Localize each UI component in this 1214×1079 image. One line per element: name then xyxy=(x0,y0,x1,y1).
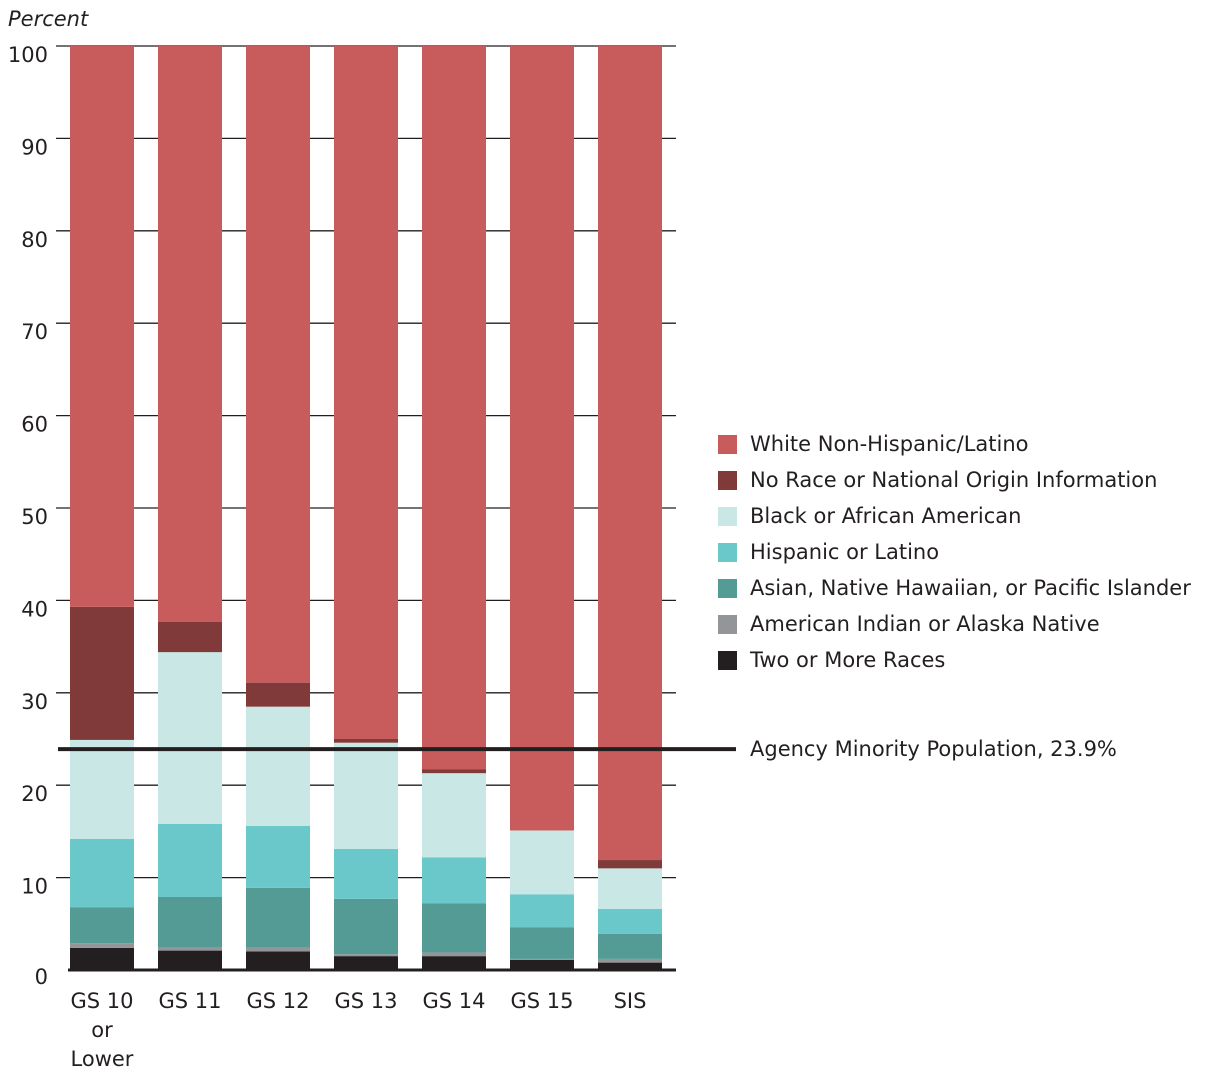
reference-line-label: Agency Minority Population, 23.9% xyxy=(750,737,1117,761)
bar-segment xyxy=(422,952,486,957)
legend-swatch xyxy=(718,579,737,598)
y-axis-title: Percent xyxy=(8,7,89,31)
bar-segment xyxy=(246,951,310,970)
bar-segment xyxy=(334,742,398,849)
legend-label: American Indian or Alaska Native xyxy=(750,612,1100,636)
bar-segment xyxy=(334,739,398,743)
y-tick-label: 90 xyxy=(21,135,48,159)
x-tick-label: Lower xyxy=(71,1047,134,1071)
y-tick-label: 30 xyxy=(21,690,48,714)
x-tick-label: GS 14 xyxy=(423,989,486,1013)
legend-label: Two or More Races xyxy=(749,648,945,672)
bar-segment xyxy=(422,903,486,953)
bar-segment xyxy=(70,838,134,908)
bar-segment xyxy=(598,962,662,970)
bar-segment xyxy=(334,848,398,899)
bars xyxy=(70,46,662,970)
y-tick-label: 80 xyxy=(21,228,48,252)
x-tick-label: or xyxy=(91,1018,113,1042)
bar-segment xyxy=(158,46,222,622)
legend-swatch xyxy=(718,651,737,670)
bar-segment xyxy=(70,606,134,740)
bar-segment xyxy=(158,824,222,898)
bar-segment xyxy=(70,46,134,607)
y-tick-label: 0 xyxy=(35,965,48,989)
bar-segment xyxy=(158,621,222,653)
x-tick-label: GS 13 xyxy=(335,989,398,1013)
legend-label: No Race or National Origin Information xyxy=(750,468,1157,492)
y-tick-label: 10 xyxy=(21,875,48,899)
y-tick-label: 20 xyxy=(21,782,48,806)
y-tick-labels: 0 10 20 30 40 50 60 70 80 90 100 xyxy=(8,43,48,989)
bar-segment xyxy=(422,773,486,858)
y-tick-label: 60 xyxy=(21,413,48,437)
bar-segment xyxy=(158,652,222,825)
bar-segment xyxy=(158,897,222,948)
bar-segment xyxy=(422,956,486,970)
bar-segment xyxy=(246,887,310,948)
bar-segment xyxy=(334,46,398,739)
y-tick-label: 50 xyxy=(21,505,48,529)
bar-segment xyxy=(158,950,222,970)
bar-segment xyxy=(510,830,574,895)
legend-label: Hispanic or Latino xyxy=(750,540,939,564)
bar-segment xyxy=(510,894,574,928)
y-tick-label: 100 xyxy=(8,43,48,67)
bar-segment xyxy=(246,706,310,826)
legend-label: Black or African American xyxy=(750,504,1021,528)
y-tick-label: 40 xyxy=(21,597,48,621)
y-tick-label: 70 xyxy=(21,320,48,344)
bar-segment xyxy=(598,909,662,934)
x-tick-label: GS 11 xyxy=(159,989,222,1013)
bar-segment xyxy=(246,682,310,707)
x-tick-label: SIS xyxy=(614,989,647,1013)
reference-line-group: Agency Minority Population, 23.9% xyxy=(58,737,1117,761)
bar-segment xyxy=(598,958,662,963)
legend-swatch xyxy=(718,543,737,562)
bar-segment xyxy=(246,825,310,888)
bar-segment xyxy=(158,947,222,951)
legend-swatch xyxy=(718,507,737,526)
bar-segment xyxy=(510,959,574,970)
bar-segment xyxy=(334,898,398,955)
bar-segment xyxy=(422,46,486,770)
bar-segment xyxy=(70,947,134,970)
x-tick-label: GS 15 xyxy=(511,989,574,1013)
bar-segment xyxy=(598,46,662,861)
legend-label: Asian, Native Hawaiian, or Pacific Islan… xyxy=(750,576,1191,600)
bar-segment xyxy=(246,46,310,683)
legend-swatch xyxy=(718,615,737,634)
bar-segment xyxy=(422,857,486,904)
bar-segment xyxy=(598,933,662,959)
x-tick-label: GS 12 xyxy=(247,989,310,1013)
bar-segment xyxy=(334,956,398,970)
bar-segment xyxy=(598,860,662,869)
x-tick-label: GS 10 xyxy=(71,989,134,1013)
bar-segment xyxy=(510,46,574,831)
legend: White Non-Hispanic/Latino No Race or Nati… xyxy=(718,432,1191,672)
legend-swatch xyxy=(718,471,737,490)
bar-segment xyxy=(70,943,134,948)
bar-segment xyxy=(334,954,398,957)
bar-segment xyxy=(510,958,574,960)
bar-segment xyxy=(422,769,486,774)
bar-segment xyxy=(510,927,574,959)
bar-segment xyxy=(598,868,662,910)
legend-label: White Non-Hispanic/Latino xyxy=(750,432,1029,456)
bar-segment xyxy=(70,907,134,944)
x-tick-labels: GS 10 or Lower GS 11 GS 12 GS 13 GS 14 GS 15 SIS xyxy=(71,989,647,1071)
bar-segment xyxy=(246,947,310,952)
legend-swatch xyxy=(718,435,737,454)
bar-segment xyxy=(70,739,134,839)
